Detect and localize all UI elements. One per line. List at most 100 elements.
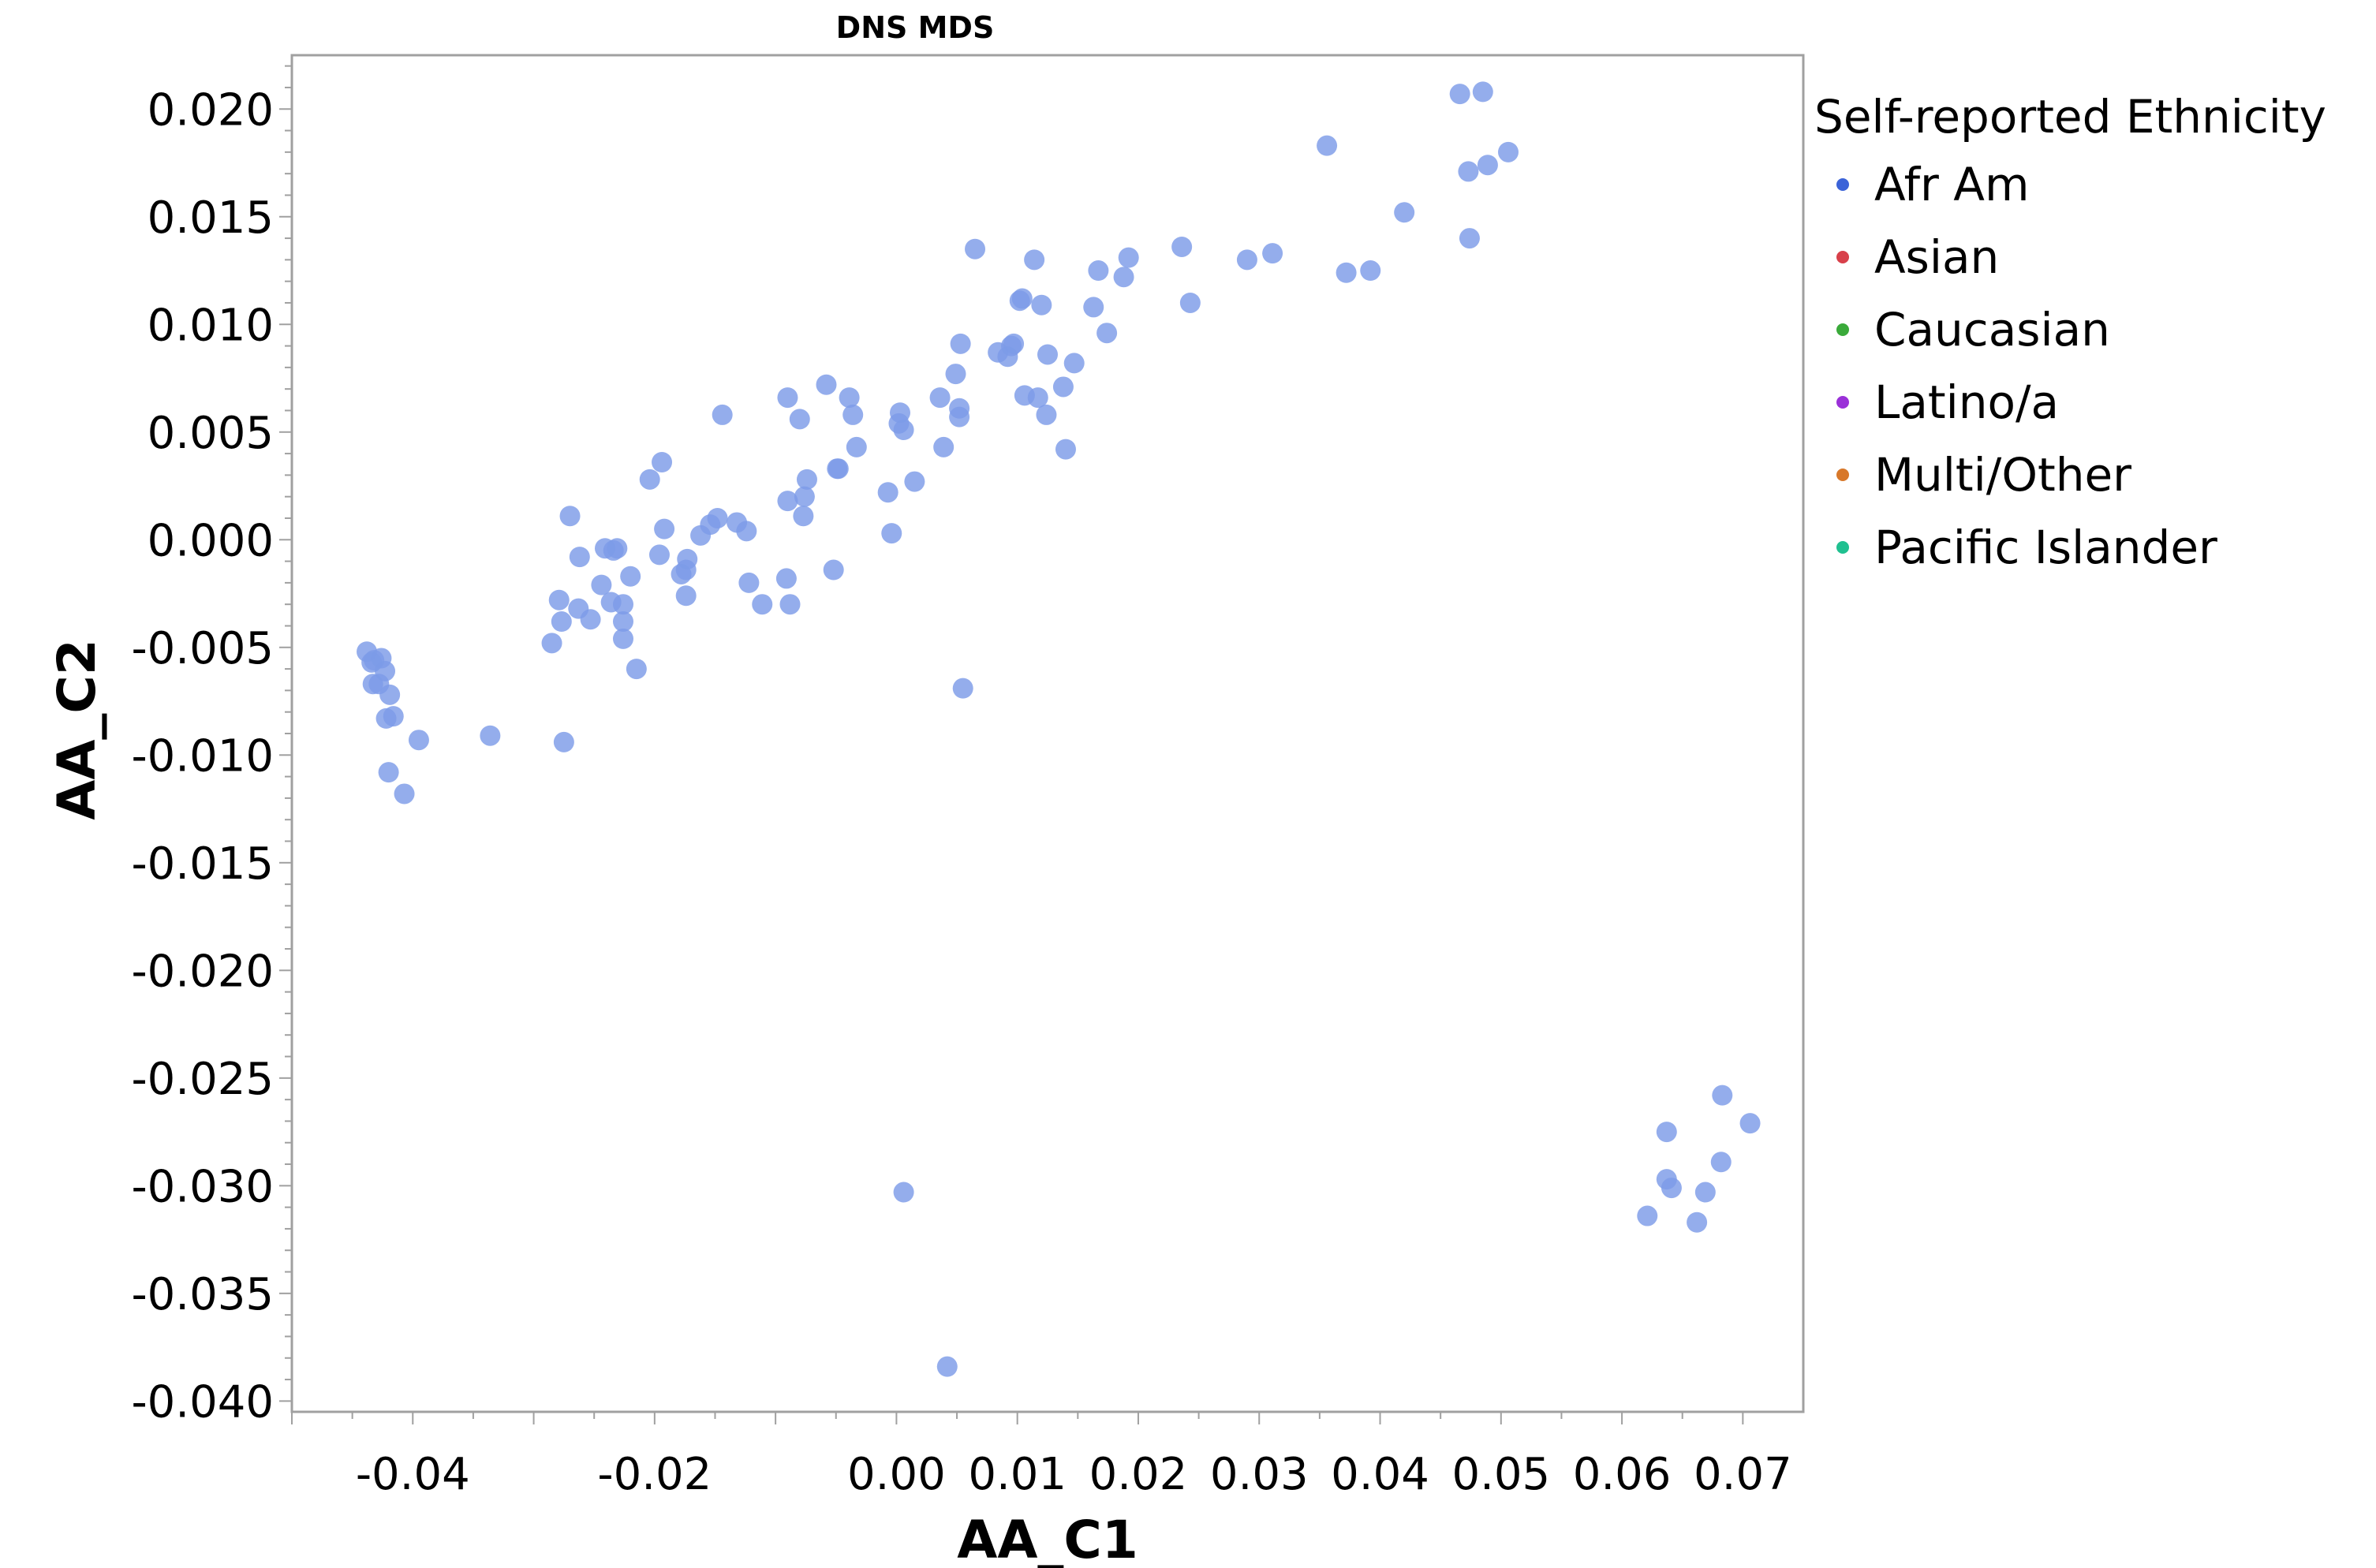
data-point bbox=[789, 409, 810, 430]
data-point bbox=[1459, 228, 1480, 249]
data-point bbox=[1317, 135, 1338, 156]
legend-marker bbox=[1836, 541, 1849, 554]
legend-label: Multi/Other bbox=[1874, 448, 2131, 502]
x-tick-label: 0.01 bbox=[968, 1449, 1067, 1500]
data-point bbox=[1096, 323, 1118, 344]
legend-item: Latino/a bbox=[1814, 366, 2326, 439]
x-tick-label: 0.04 bbox=[1331, 1449, 1429, 1500]
data-point bbox=[893, 420, 914, 441]
data-point bbox=[846, 436, 867, 457]
x-tick-label: 0.02 bbox=[1089, 1449, 1188, 1500]
data-point bbox=[777, 387, 798, 409]
data-point bbox=[378, 762, 399, 783]
y-tick-label: -0.010 bbox=[131, 730, 274, 782]
y-tick-label: 0.015 bbox=[148, 192, 274, 244]
y-tick-label: 0.020 bbox=[148, 84, 274, 136]
legend-item: Afr Am bbox=[1814, 148, 2326, 221]
data-point bbox=[1712, 1085, 1733, 1106]
data-point bbox=[904, 471, 925, 492]
data-point bbox=[775, 568, 797, 589]
legend-marker bbox=[1836, 469, 1849, 481]
data-point bbox=[752, 594, 773, 615]
data-point bbox=[559, 506, 581, 527]
data-point bbox=[1037, 344, 1058, 365]
data-point bbox=[1661, 1178, 1682, 1199]
x-tick-label: 0.00 bbox=[847, 1449, 946, 1500]
data-point bbox=[1031, 294, 1052, 315]
data-point bbox=[639, 469, 660, 490]
x-axis-label: AA_C1 bbox=[957, 1510, 1138, 1568]
x-tick-label: -0.02 bbox=[597, 1449, 712, 1500]
y-tick-label: -0.025 bbox=[131, 1054, 274, 1105]
legend-title: Self-reported Ethnicity bbox=[1814, 90, 2326, 144]
data-point bbox=[816, 374, 837, 395]
data-point bbox=[1003, 333, 1025, 354]
y-axis: 0.020 0.015 0.010 0.005 0.000 -0.005 -0.010 -0.… bbox=[131, 65, 292, 1428]
data-point bbox=[379, 684, 401, 705]
data-point bbox=[626, 659, 647, 680]
y-tick-label: -0.015 bbox=[131, 838, 274, 890]
data-point bbox=[612, 611, 633, 633]
data-point bbox=[779, 594, 801, 615]
data-points bbox=[357, 81, 1761, 1377]
data-point bbox=[607, 538, 628, 559]
data-point bbox=[945, 364, 966, 385]
data-point bbox=[1052, 376, 1074, 398]
data-point bbox=[580, 609, 601, 630]
data-point bbox=[591, 574, 612, 595]
x-tick-label: 0.05 bbox=[1451, 1449, 1550, 1500]
data-point bbox=[612, 594, 633, 615]
plot-frame bbox=[290, 54, 1805, 1413]
data-point bbox=[383, 706, 404, 727]
data-point bbox=[1236, 249, 1257, 271]
data-point bbox=[1036, 404, 1057, 425]
data-point bbox=[949, 406, 970, 427]
data-point bbox=[1113, 267, 1134, 288]
legend-marker bbox=[1836, 323, 1849, 336]
data-point bbox=[1449, 84, 1470, 105]
x-tick-label: -0.04 bbox=[356, 1449, 470, 1500]
data-point bbox=[881, 523, 902, 544]
data-point bbox=[1637, 1205, 1658, 1226]
data-point bbox=[1055, 439, 1076, 460]
data-point bbox=[1472, 81, 1493, 103]
legend-marker bbox=[1836, 178, 1849, 191]
chart-title: DNS MDS bbox=[836, 10, 995, 45]
data-point bbox=[1360, 260, 1381, 282]
data-point bbox=[548, 589, 570, 610]
data-point bbox=[796, 469, 817, 490]
data-point bbox=[1336, 262, 1357, 283]
data-point bbox=[712, 404, 733, 425]
data-point bbox=[1011, 288, 1033, 309]
legend-marker bbox=[1836, 396, 1849, 409]
legend: Self-reported Ethnicity Afr Am Asian Cauca… bbox=[1814, 85, 2326, 584]
y-axis-label: AA_C2 bbox=[47, 639, 107, 820]
data-point bbox=[1458, 161, 1479, 182]
y-tick-label: -0.005 bbox=[131, 623, 274, 674]
data-point bbox=[541, 633, 562, 654]
data-point bbox=[736, 521, 757, 542]
y-tick-label: -0.020 bbox=[131, 946, 274, 997]
data-point bbox=[877, 482, 898, 503]
y-tick-label: -0.035 bbox=[131, 1269, 274, 1320]
data-point bbox=[777, 491, 798, 512]
data-point bbox=[1118, 247, 1139, 268]
data-point bbox=[952, 678, 973, 699]
data-point bbox=[1088, 260, 1109, 282]
data-point bbox=[612, 628, 633, 649]
data-point bbox=[1710, 1152, 1732, 1173]
legend-label: Caucasian bbox=[1874, 303, 2110, 357]
y-tick-label: -0.030 bbox=[131, 1161, 274, 1212]
data-point bbox=[1687, 1211, 1708, 1233]
legend-items: Afr Am Asian Caucasian Latino/a Multi/Other P… bbox=[1814, 148, 2326, 584]
data-point bbox=[707, 507, 728, 528]
data-point bbox=[394, 783, 415, 805]
data-point bbox=[648, 544, 670, 566]
data-point bbox=[408, 730, 429, 751]
data-point bbox=[738, 572, 760, 593]
data-point bbox=[1694, 1182, 1716, 1203]
data-point bbox=[794, 486, 815, 507]
data-point bbox=[675, 585, 697, 607]
data-point bbox=[839, 387, 860, 409]
